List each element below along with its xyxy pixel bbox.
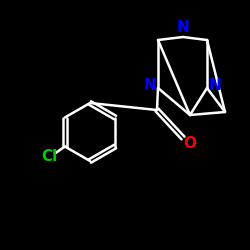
Text: N: N	[144, 78, 156, 92]
Text: O: O	[184, 136, 196, 150]
Text: N: N	[176, 20, 190, 34]
Text: N: N	[208, 78, 222, 92]
Text: Cl: Cl	[41, 149, 57, 164]
